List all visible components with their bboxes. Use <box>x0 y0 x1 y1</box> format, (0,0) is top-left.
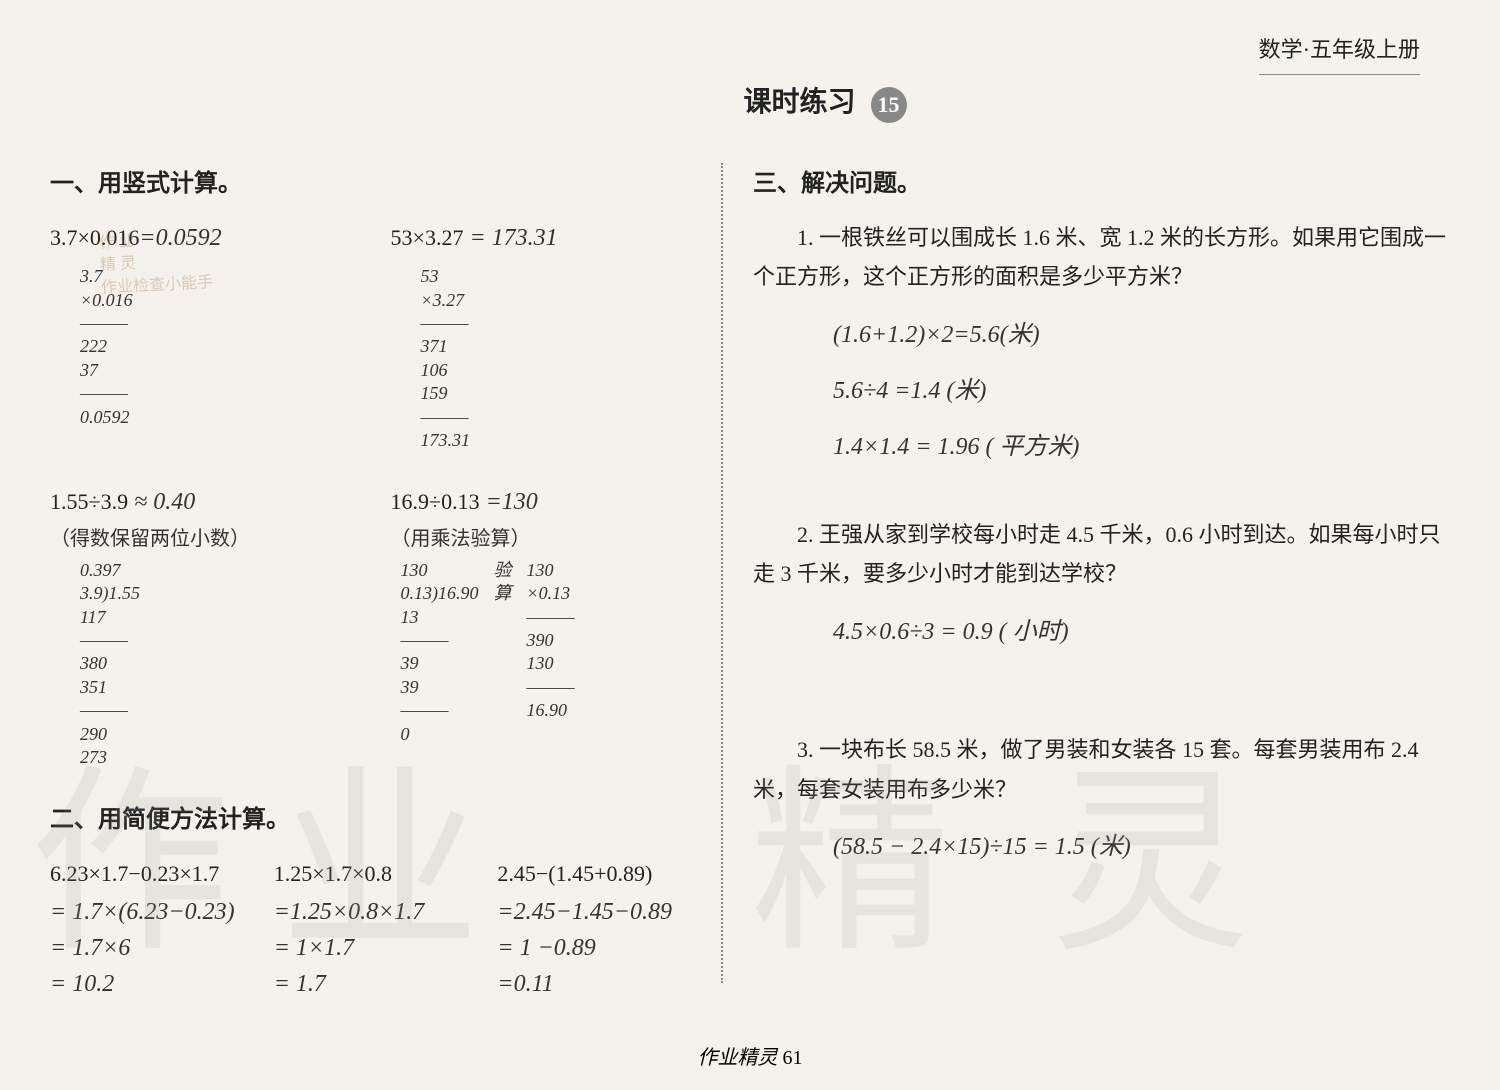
lesson-number-badge: 15 <box>871 87 907 123</box>
step: = 1.7×6 <box>50 930 244 966</box>
page-footer: 作业精灵 61 <box>698 1041 803 1070</box>
problem-b3: 2.45−(1.45+0.89) =2.45−1.45−0.89 = 1 −0.… <box>497 854 691 1002</box>
step: =0.11 <box>497 966 691 1002</box>
problem-a3: 1.55÷3.9 ≈ 0.40 （得数保留两位小数） 0.397 3.9)1.5… <box>50 482 351 789</box>
step: =1.25×0.8×1.7 <box>274 894 468 930</box>
hint: （用乘法验算） <box>391 522 692 551</box>
expr: 6.23×1.7−0.23×1.7 <box>50 854 244 894</box>
answer-step: 4.5×0.6÷3 = 0.9 ( 小时) <box>833 614 1450 650</box>
answer: = 173.31 <box>463 225 557 251</box>
expr: 1.25×1.7×0.8 <box>274 854 468 894</box>
lesson-title: 课时练习 15 <box>200 80 1450 123</box>
work: 130 0.13)16.90 13 ——— 39 39 ——— 0 <box>401 559 479 746</box>
simple-calc-row: 6.23×1.7−0.23×1.7 = 1.7×(6.23−0.23) = 1.… <box>50 854 691 1002</box>
step: = 1.7 <box>274 966 468 1002</box>
content-area: 一、用竖式计算。 3.7×0.016=0.0592 3.7 ×0.016 ———… <box>50 163 1450 1043</box>
work: 53 ×3.27 ——— 371 106 159 ——— 173.31 <box>421 265 692 452</box>
title-text: 课时练习 <box>743 87 855 118</box>
page-header: 数学·五年级上册 <box>1259 30 1420 75</box>
problem-c2: 2. 王强从家到学校每小时走 4.5 千米，0.6 小时到达。如果每小时只走 3… <box>753 515 1450 650</box>
right-column: 三、解决问题。 1. 一根铁丝可以围成长 1.6 米、宽 1.2 米的长方形。如… <box>723 163 1450 1043</box>
problem-b2: 1.25×1.7×0.8 =1.25×0.8×1.7 = 1×1.7 = 1.7 <box>274 854 468 1002</box>
answer: =130 <box>480 489 538 515</box>
step: = 1.7×(6.23−0.23) <box>50 894 244 930</box>
page-number: 61 <box>778 1047 803 1069</box>
expr: 2.45−(1.45+0.89) <box>497 854 691 894</box>
problem-c1: 1. 一根铁丝可以围成长 1.6 米、宽 1.2 米的长方形。如果用它围成一个正… <box>753 218 1450 465</box>
step: = 1×1.7 <box>274 930 468 966</box>
vertical-calc-row-2: 1.55÷3.9 ≈ 0.40 （得数保留两位小数） 0.397 3.9)1.5… <box>50 482 691 789</box>
problem-b1: 6.23×1.7−0.23×1.7 = 1.7×(6.23−0.23) = 1.… <box>50 854 244 1002</box>
work: 0.397 3.9)1.55 117 ——— 380 351 ——— 290 2… <box>80 559 351 770</box>
answer-step: (1.6+1.2)×2=5.6(米) <box>833 317 1450 353</box>
worksheet-page: 数学·五年级上册 课时练习 15 作 业 精 灵 作业检查小能手 一、用竖式计算… <box>0 0 1500 1090</box>
problem-a4: 16.9÷0.13 =130 （用乘法验算） 130 0.13)16.90 13… <box>391 482 692 789</box>
step: = 1 −0.89 <box>497 930 691 966</box>
question-text: 1. 一根铁丝可以围成长 1.6 米、宽 1.2 米的长方形。如果用它围成一个正… <box>753 218 1450 297</box>
answer-step: 5.6÷4 =1.4 (米) <box>833 373 1450 409</box>
problem-c3: 3. 一块布长 58.5 米，做了男装和女装各 15 套。每套男装用布 2.4 … <box>753 730 1450 865</box>
section-c-heading: 三、解决问题。 <box>753 163 1450 198</box>
step: =2.45−1.45−0.89 <box>497 894 691 930</box>
hint: （得数保留两位小数） <box>50 522 351 551</box>
step: = 10.2 <box>50 966 244 1002</box>
footer-brand: 作业精灵 <box>698 1047 778 1069</box>
section-b-heading: 二、用简便方法计算。 <box>50 799 691 834</box>
answer-step: (58.5 − 2.4×15)÷15 = 1.5 (米) <box>833 829 1450 865</box>
verify-label: 验 算 <box>494 559 512 746</box>
expr: 16.9÷0.13 <box>391 489 480 514</box>
answer: ≈ 0.40 <box>128 489 195 515</box>
expr: 53×3.27 <box>391 225 464 250</box>
expr: 1.55÷3.9 <box>50 489 128 514</box>
answer-step: 1.4×1.4 = 1.96 ( 平方米) <box>833 429 1450 465</box>
question-text: 2. 王强从家到学校每小时走 4.5 千米，0.6 小时到达。如果每小时只走 3… <box>753 515 1450 594</box>
verify-work: 130 ×0.13 ——— 390 130 ——— 16.90 <box>527 559 575 746</box>
section-a-heading: 一、用竖式计算。 <box>50 163 691 198</box>
question-text: 3. 一块布长 58.5 米，做了男装和女装各 15 套。每套男装用布 2.4 … <box>753 730 1450 809</box>
problem-a2: 53×3.27 = 173.31 53 ×3.27 ——— 371 106 15… <box>391 218 692 473</box>
watermark-stamp: 作 业 精 灵 作业检查小能手 <box>98 227 213 300</box>
